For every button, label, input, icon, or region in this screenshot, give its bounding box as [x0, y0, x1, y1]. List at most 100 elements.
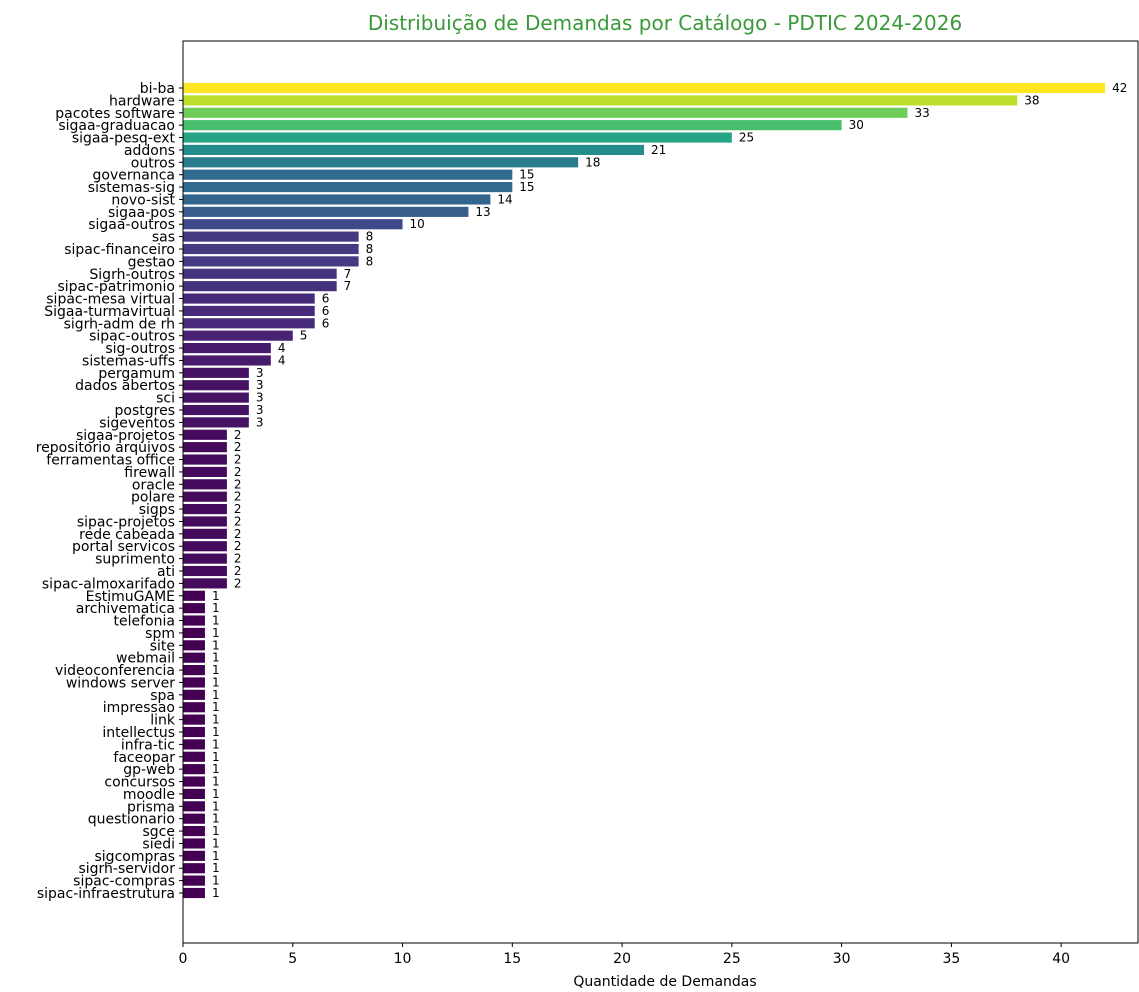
y-tick-label-sigaa-graduacao: sigaa-graduacao: [58, 118, 175, 134]
value-label-novo-sist: 14: [497, 192, 512, 206]
bar-sigrh-servidor: [183, 863, 205, 874]
x-tick-label: 20: [613, 951, 631, 967]
bar-intellectus: [183, 726, 205, 738]
y-tick-label-prisma: prisma: [127, 799, 175, 815]
bar-telefonia: [183, 615, 205, 626]
y-tick-label-novo-sist: novo-sist: [111, 192, 175, 208]
value-label-infra-tic: 1: [212, 737, 220, 751]
y-tick-label-sipac-projetos: sipac-projetos: [77, 514, 175, 530]
y-tick-label-archivematica: archivematica: [76, 601, 175, 617]
y-tick-label-sig-outros: sig-outros: [105, 341, 175, 357]
value-label-sistemas-uffs: 4: [278, 353, 286, 367]
value-label-sigrh-servidor: 1: [212, 861, 220, 875]
y-tick-label-faceopar: faceopar: [113, 750, 175, 766]
value-label-outros: 18: [585, 155, 600, 169]
bar-sigcompras: [183, 850, 205, 861]
bar-outros: [183, 157, 579, 168]
bar-oracle: [183, 479, 227, 490]
value-label-dados-abertos: 3: [256, 378, 264, 392]
value-label-pacotes-software: 33: [914, 106, 929, 120]
x-tick-label: 10: [394, 951, 412, 967]
y-tick-label-concursos: concursos: [104, 775, 175, 791]
y-tick-label-sigaa-pos: sigaa-pos: [108, 205, 175, 221]
bar-impressao: [183, 702, 205, 713]
bars-group: [183, 82, 1106, 899]
value-label-governanca: 15: [519, 168, 534, 182]
y-tick-label-telefonia: telefonia: [114, 614, 175, 630]
x-tick-label: 35: [942, 951, 960, 967]
bar-site: [183, 640, 205, 651]
bar-infra-tic: [183, 739, 205, 750]
y-tick-label-repositorio-arquivos: repositorio arquivos: [36, 440, 175, 456]
value-label-sipac-compras: 1: [212, 874, 220, 888]
value-label-sci: 3: [256, 391, 264, 405]
y-tick-label-sipac-patrimonio: sipac-patrimonio: [57, 279, 175, 295]
bar-sistemas-uffs: [183, 355, 271, 366]
value-label-faceopar: 1: [212, 750, 220, 764]
bar-sigaa-pesq-ext: [183, 132, 732, 143]
y-tick-label-pergamum: pergamum: [98, 366, 175, 382]
y-tick-label-impressao: impressao: [103, 700, 175, 716]
bar-governanca: [183, 169, 513, 180]
value-label-repositorio-arquivos: 2: [234, 440, 242, 454]
x-tick-label: 30: [833, 951, 851, 967]
bar-sipac-mesa-virtual: [183, 293, 315, 304]
y-tick-label-infra-tic: infra-tic: [121, 737, 175, 753]
bar-sipac-compras: [183, 875, 205, 886]
x-tick-label: 25: [723, 951, 741, 967]
bar-spa: [183, 689, 205, 700]
value-label-sgce: 1: [212, 824, 220, 838]
y-tick-label-suprimento: suprimento: [95, 552, 175, 568]
x-axis-ticks: 0 5 10 15 20 25 30 35 40: [179, 943, 1070, 967]
y-tick-label-sigps: sigps: [139, 502, 175, 518]
value-label-sipac-almoxarifado: 2: [234, 576, 242, 590]
bar-questionario: [183, 813, 205, 824]
value-label-sas: 8: [366, 230, 374, 244]
y-tick-label-ferramentas-office: ferramentas office: [46, 453, 175, 469]
x-tick-label: 15: [503, 951, 521, 967]
bar-bi-ba: [183, 82, 1106, 94]
bar-sipac-projetos: [183, 516, 227, 527]
x-axis-label: Quantidade de Demandas: [573, 974, 756, 990]
bar-sig-outros: [183, 342, 271, 354]
bar-portal-servicos: [183, 541, 227, 552]
y-tick-label-webmail: webmail: [116, 651, 175, 667]
y-tick-label-sigrh-outros: Sigrh-outros: [89, 267, 175, 283]
y-tick-label-spa: spa: [150, 688, 175, 704]
y-tick-label-windows-server: windows server: [66, 675, 175, 691]
bar-sigaa-outros: [183, 219, 403, 230]
value-label-telefonia: 1: [212, 614, 220, 628]
value-label-gestao: 8: [366, 254, 374, 268]
y-tick-label-estimugame: EstimuGAME: [86, 589, 175, 605]
y-tick-label-oracle: oracle: [132, 477, 175, 493]
chart-title: Distribuição de Demandas por Catálogo - …: [368, 11, 962, 35]
value-label-sigrh-outros: 7: [344, 267, 352, 281]
value-label-sigaa-graduacao: 30: [849, 118, 864, 132]
value-label-postgres: 3: [256, 403, 264, 417]
y-tick-label-siedi: siedi: [142, 836, 175, 852]
value-label-hardware: 38: [1024, 93, 1039, 107]
y-tick-label-postgres: postgres: [115, 403, 175, 419]
bar-link: [183, 714, 205, 725]
y-tick-label-site: site: [150, 638, 175, 654]
value-label-sigrh-adm-de-rh: 6: [322, 316, 330, 330]
value-labels: 4238333025211815151413108887766654433333…: [212, 81, 1127, 900]
bar-suprimento: [183, 553, 227, 564]
value-label-suprimento: 2: [234, 552, 242, 566]
y-tick-label-outros: outros: [131, 155, 175, 171]
bar-spm: [183, 627, 205, 639]
y-tick-label-portal-servicos: portal servicos: [72, 539, 175, 555]
y-tick-label-videoconferencia: videoconferencia: [55, 663, 175, 679]
value-label-sigaa-pos: 13: [475, 205, 490, 219]
bar-sipac-almoxarifado: [183, 578, 227, 589]
bar-windows-server: [183, 677, 205, 688]
value-label-firewall: 2: [234, 465, 242, 479]
plot-frame: [182, 40, 1139, 944]
bar-sipac-outros: [183, 330, 293, 341]
y-tick-label-ati: ati: [157, 564, 175, 580]
bar-ferramentas-office: [183, 454, 227, 465]
value-label-sigaa-outros: 10: [410, 217, 425, 231]
